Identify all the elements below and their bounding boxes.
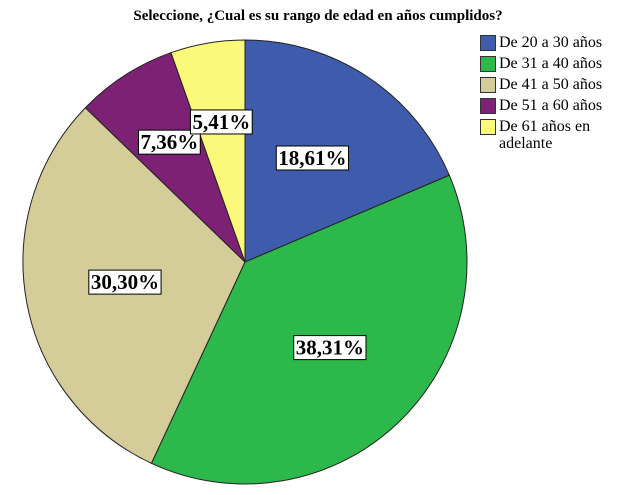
data-label: 38,31% — [293, 335, 367, 361]
legend-swatch — [480, 98, 496, 114]
legend-item: De 20 a 30 años — [480, 34, 632, 51]
legend-label: De 51 a 60 años — [499, 97, 603, 114]
legend-swatch — [480, 35, 496, 51]
label-box — [189, 109, 253, 135]
label-text: 18,61% — [278, 146, 346, 170]
legend-item: De 41 a 50 años — [480, 76, 632, 93]
data-label: 7,36% — [138, 129, 201, 155]
legend-label: De 61 años en adelante — [499, 118, 591, 152]
label-text: 7,36% — [141, 130, 199, 154]
pie-slice — [170, 39, 246, 263]
chart-title: Seleccione, ¿Cual es su rango de edad en… — [133, 8, 502, 24]
data-label: 5,41% — [189, 109, 253, 135]
legend-label: De 20 a 30 años — [499, 34, 603, 51]
legend-label: De 31 a 40 años — [499, 55, 603, 72]
legend-label: De 41 a 50 años — [499, 76, 603, 93]
pie-slice — [150, 174, 468, 485]
label-box — [88, 269, 162, 295]
legend-swatch — [480, 56, 496, 72]
data-label: 30,30% — [88, 269, 162, 295]
legend-item: De 61 años en adelante — [480, 118, 632, 152]
label-text: 38,31% — [296, 336, 364, 360]
legend: De 20 a 30 años De 31 a 40 años De 41 a 50… — [480, 34, 632, 156]
label-box — [275, 145, 350, 171]
label-text: 5,41% — [192, 110, 250, 134]
legend-item: De 31 a 40 años — [480, 55, 632, 72]
legend-swatch — [480, 77, 496, 93]
label-box — [293, 335, 367, 361]
pie-slice — [84, 52, 246, 263]
data-label: 18,61% — [275, 145, 350, 171]
label-text: 30,30% — [91, 270, 159, 294]
legend-swatch — [480, 119, 496, 135]
legend-item: De 51 a 60 años — [480, 97, 632, 114]
